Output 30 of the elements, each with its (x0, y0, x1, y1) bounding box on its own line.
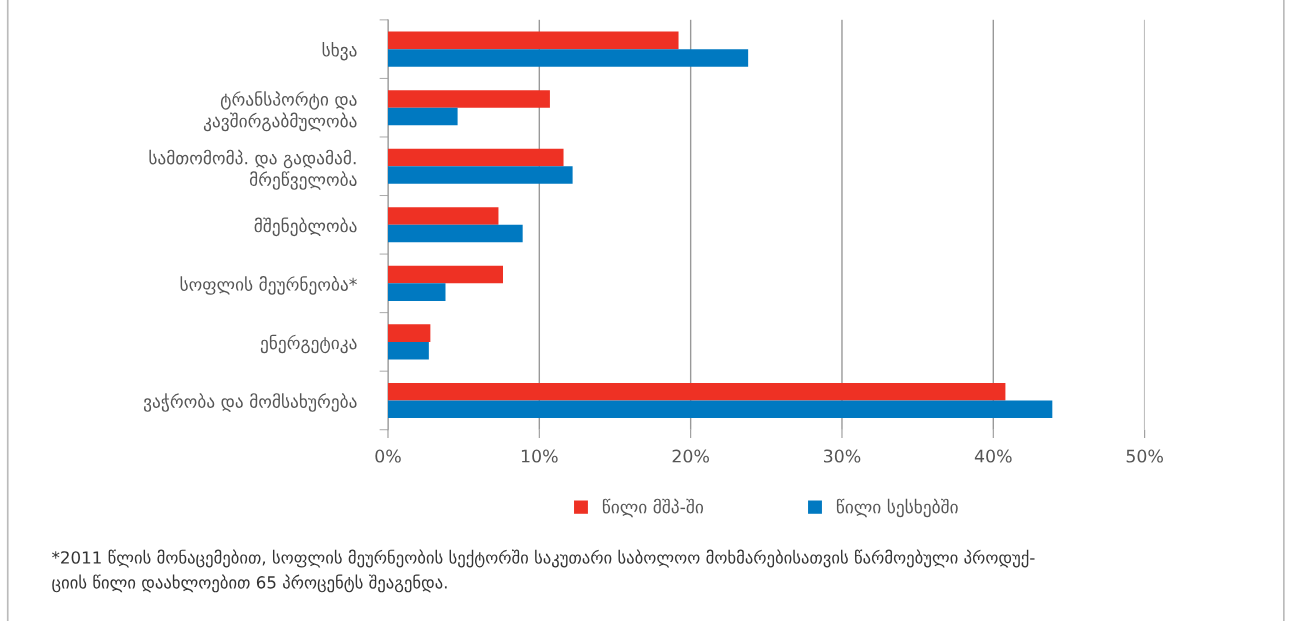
bar (387, 49, 749, 67)
bar (387, 90, 550, 108)
y-tick-label: სხვა (322, 41, 357, 61)
bar (387, 207, 499, 225)
text: *2011 წლის მონაცემებით, სოფლის მეურნეობის სექტორში საკუთარი საბოლოო მოხმარებისათვის წარმოებული პროდუქ- ციის წილი დაახლოებით 65 პროცენტს შეაგენდა. (52, 549, 1035, 593)
x-tick-label: 50% (1126, 449, 1163, 463)
x-tick-label: 0% (375, 449, 401, 463)
bar (387, 265, 503, 284)
y-tick-label: ტრანსპორტი და კავშირგაბმულობა (203, 91, 357, 132)
bar (387, 31, 679, 50)
bar (387, 341, 429, 360)
x-tick-label: 20% (672, 449, 709, 463)
legend-label: წილი მშპ-ში (602, 498, 704, 518)
legend-label: წილი სესხებში (836, 498, 958, 518)
bar (387, 283, 446, 301)
y-tick-label: ვაჭრობა და მომსახურება (143, 393, 357, 412)
bar (387, 400, 1053, 419)
x-tick-label: 40% (974, 449, 1012, 463)
bar (387, 224, 523, 243)
bar (387, 107, 458, 126)
bar (387, 166, 573, 184)
y-tick-label: სამთომომპ. და გადამამ. მრეწველობა (149, 149, 357, 190)
x-tick-label: 30% (824, 449, 861, 463)
bar (387, 382, 1006, 401)
bar (387, 148, 564, 167)
y-tick-label: მშენებლობა (254, 217, 357, 237)
x-tick-label: 10% (521, 449, 558, 463)
bar (387, 324, 431, 342)
y-tick-label: ენერგეტიკა (260, 334, 357, 354)
y-tick-label: სოფლის მეურნეობა* (180, 276, 357, 295)
